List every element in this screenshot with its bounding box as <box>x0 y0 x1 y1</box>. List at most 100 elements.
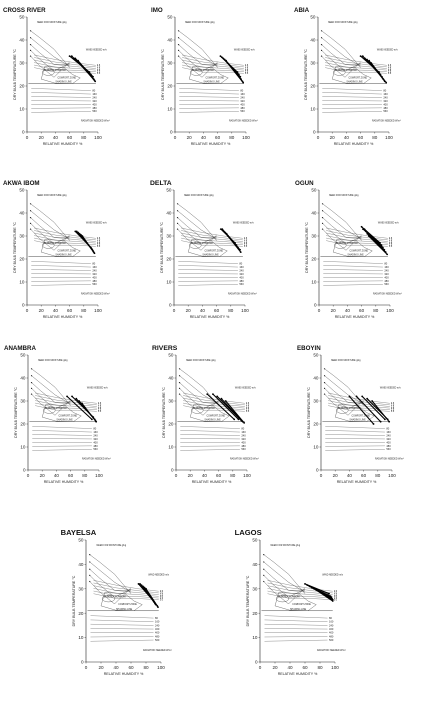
moisture-point <box>321 222 324 224</box>
moisture-curve <box>177 210 217 240</box>
wind-value: 2.5 <box>97 245 101 247</box>
radiation-value: 240 <box>329 623 334 627</box>
wind-value: 1.0 <box>389 240 393 242</box>
radiation-line <box>31 100 91 102</box>
x-tick-label: 100 <box>95 473 103 478</box>
radiation-line <box>178 265 238 268</box>
radiation-value: 560 <box>384 282 389 286</box>
radiation-line <box>322 92 382 95</box>
radiation-line <box>323 261 383 264</box>
radiation-line <box>264 619 328 622</box>
x-tick-label: 80 <box>373 308 379 313</box>
moisture-point <box>177 49 180 51</box>
moisture-curve <box>30 55 70 78</box>
wind-value: 2.5 <box>391 410 395 412</box>
radiation-value: 160 <box>92 92 97 96</box>
x-tick-label: 0 <box>317 135 320 140</box>
data-point <box>225 59 228 62</box>
wind-value: 2.5 <box>389 245 393 247</box>
moisture-curve <box>30 37 70 67</box>
y-tick-label: 0 <box>171 468 174 473</box>
y-tick-label: 30 <box>252 586 258 591</box>
data-point <box>224 231 227 234</box>
y-tick-label: 50 <box>311 188 317 193</box>
radiation-line <box>31 284 91 286</box>
moisture-point <box>177 37 180 39</box>
elderly-comfort-label: ELDERLY COMFORT <box>278 596 301 598</box>
moisture-point <box>323 393 326 395</box>
moisture-curve <box>31 388 71 410</box>
radiation-label: RADIATION NEEDED W/m² <box>229 120 258 123</box>
radiation-value: 560 <box>93 447 98 451</box>
wind-value: 2.0 <box>160 596 164 598</box>
y-tick-label: 50 <box>19 15 25 20</box>
comfort-zone-label: COMFORT ZONE <box>350 250 369 252</box>
y-axis-label: DRY BULB TEMPERATURE °C <box>161 49 165 100</box>
wind-value: 1.0 <box>388 67 392 69</box>
comfort-zone-label: COMFORT ZONE <box>205 250 224 252</box>
moisture-point <box>89 561 91 563</box>
y-tick-label: 40 <box>252 562 258 567</box>
radiation-value: 80 <box>241 427 244 431</box>
chart-title: CROSS RIVER <box>3 7 46 14</box>
radiation-value: 560 <box>92 109 97 113</box>
wind-value: 2.0 <box>244 243 248 245</box>
chart-panel: DELTA 0 10 20 30 40 50 0 20 40 60 80 100 RELATIVE HUM… <box>150 180 257 319</box>
x-axis-label: RELATIVE HUMIDITY % <box>335 315 375 319</box>
moisture-point <box>29 44 32 46</box>
radiation-value: 400 <box>386 440 391 444</box>
moisture-point <box>320 37 323 39</box>
radiation-value: 320 <box>241 437 246 441</box>
radiation-line <box>179 100 239 102</box>
radiation-value: 480 <box>239 279 244 283</box>
radiation-value: 160 <box>384 265 389 269</box>
y-tick-label: 30 <box>168 399 174 404</box>
moisture-point <box>29 228 32 230</box>
moisture-curve <box>177 228 217 251</box>
chart-panel: IMO 0 10 20 30 40 50 0 20 40 60 80 100 RELATIVE HUMID… <box>151 7 258 146</box>
chart-title: IMO <box>151 7 163 14</box>
data-point <box>75 397 78 400</box>
wind-curve <box>93 590 159 599</box>
moisture-curve <box>322 203 362 241</box>
wind-curve <box>35 402 97 410</box>
radiation-value: 160 <box>386 430 391 434</box>
radiation-value: 400 <box>383 102 388 106</box>
x-tick-label: 60 <box>359 308 365 313</box>
comfort-zone <box>41 66 81 84</box>
x-tick-label: 20 <box>187 135 193 140</box>
data-point <box>219 55 222 57</box>
chart-panel: ABIA 0 10 20 30 40 50 0 20 40 60 80 100 RELATIVE HUMI… <box>294 7 401 146</box>
radiation-value: 240 <box>155 623 160 627</box>
data-point <box>222 230 225 233</box>
y-tick-label: 40 <box>166 211 172 216</box>
radiation-value: 400 <box>93 440 98 444</box>
y-tick-label: 20 <box>252 611 258 616</box>
wind-value: 1.5 <box>244 241 248 243</box>
radiation-value: 400 <box>329 631 334 635</box>
radiation-value: 160 <box>241 430 246 434</box>
radiation-value: 560 <box>386 447 391 451</box>
radiation-value: 240 <box>240 95 245 99</box>
chart-panel: RIVERS 0 10 20 30 40 50 0 20 40 60 80 100 RELATIVE HU… <box>152 345 259 484</box>
comfort-zone <box>333 239 373 257</box>
x-tick-label: 100 <box>243 473 251 478</box>
comfort-zone <box>335 404 375 422</box>
moisture-point <box>29 203 32 205</box>
moisture-point <box>29 49 32 51</box>
moisture-point <box>178 393 181 395</box>
moisture-curve <box>324 382 364 404</box>
radiation-value: 560 <box>240 109 245 113</box>
y-tick-label: 0 <box>314 303 317 308</box>
radiation-line <box>264 628 328 630</box>
wind-curve <box>267 590 333 599</box>
x-tick-label: 20 <box>331 308 337 313</box>
radiation-value: 400 <box>92 102 97 106</box>
wind-curve <box>325 54 387 66</box>
wind-value: 2.5 <box>334 598 338 600</box>
wind-value: 1.0 <box>245 67 249 69</box>
data-point <box>366 397 369 400</box>
moisture-point <box>176 228 179 230</box>
chart-title: DELTA <box>150 180 172 187</box>
